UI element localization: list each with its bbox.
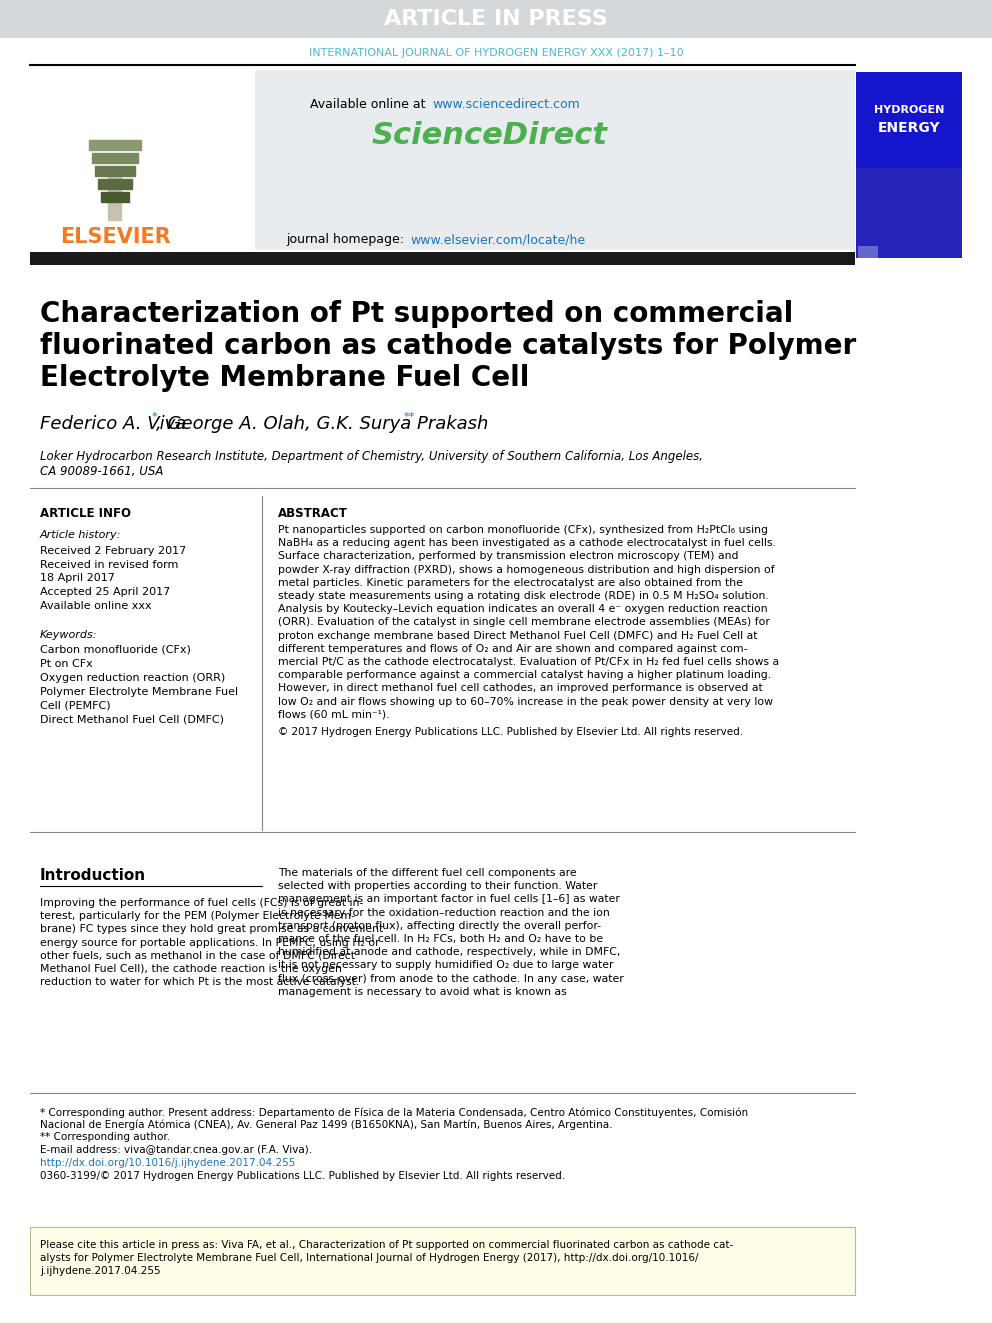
Text: flux (cross-over) from anode to the cathode. In any case, water: flux (cross-over) from anode to the cath… xyxy=(278,974,624,983)
Text: Direct Methanol Fuel Cell (DMFC): Direct Methanol Fuel Cell (DMFC) xyxy=(40,714,224,725)
Text: terest, particularly for the PEM (Polymer Electrolyte Mem-: terest, particularly for the PEM (Polyme… xyxy=(40,912,355,921)
Text: Article history:: Article history: xyxy=(40,531,121,540)
Bar xyxy=(89,140,141,149)
Text: selected with properties according to their function. Water: selected with properties according to th… xyxy=(278,881,597,892)
Text: 18 April 2017: 18 April 2017 xyxy=(40,573,115,583)
Bar xyxy=(95,165,135,176)
Text: Received 2 February 2017: Received 2 February 2017 xyxy=(40,546,186,556)
Text: However, in direct methanol fuel cell cathodes, an improved performance is obser: However, in direct methanol fuel cell ca… xyxy=(278,684,763,693)
Text: it is not necessary to supply humidified O₂ due to large water: it is not necessary to supply humidified… xyxy=(278,960,613,970)
Text: HYDROGEN: HYDROGEN xyxy=(874,105,944,115)
Text: Electrolyte Membrane Fuel Cell: Electrolyte Membrane Fuel Cell xyxy=(40,364,530,392)
Text: CA 90089-1661, USA: CA 90089-1661, USA xyxy=(40,464,164,478)
Text: other fuels, such as methanol in the case of DMFC (Direct: other fuels, such as methanol in the cas… xyxy=(40,951,355,960)
Text: ENERGY: ENERGY xyxy=(878,120,940,135)
FancyBboxPatch shape xyxy=(856,71,962,258)
Text: management is an important factor in fuel cells [1–6] as water: management is an important factor in fue… xyxy=(278,894,620,905)
Text: http://dx.doi.org/10.1016/j.ijhydene.2017.04.255: http://dx.doi.org/10.1016/j.ijhydene.201… xyxy=(40,1158,296,1168)
Text: metal particles. Kinetic parameters for the electrocatalyst are also obtained fr: metal particles. Kinetic parameters for … xyxy=(278,578,743,587)
Text: Characterization of Pt supported on commercial: Characterization of Pt supported on comm… xyxy=(40,300,794,328)
Text: Introduction: Introduction xyxy=(40,868,146,882)
Text: reduction to water for which Pt is the most active catalyst.: reduction to water for which Pt is the m… xyxy=(40,978,359,987)
Text: **: ** xyxy=(404,411,416,422)
Bar xyxy=(92,153,138,163)
Text: Received in revised form: Received in revised form xyxy=(40,560,179,570)
Text: NaBH₄ as a reducing agent has been investigated as a cathode electrocatalyst in : NaBH₄ as a reducing agent has been inves… xyxy=(278,538,776,548)
Text: *: * xyxy=(152,411,158,422)
Text: Surface characterization, performed by transmission electron microscopy (TEM) an: Surface characterization, performed by t… xyxy=(278,552,738,561)
Text: comparable performance against a commercial catalyst having a higher platinum lo: comparable performance against a commerc… xyxy=(278,671,771,680)
Text: 0360-3199/© 2017 Hydrogen Energy Publications LLC. Published by Elsevier Ltd. Al: 0360-3199/© 2017 Hydrogen Energy Publica… xyxy=(40,1171,565,1181)
Text: * Corresponding author. Present address: Departamento de Física de la Materia Co: * Corresponding author. Present address:… xyxy=(40,1107,748,1118)
Text: www.sciencedirect.com: www.sciencedirect.com xyxy=(432,98,579,111)
Bar xyxy=(101,192,129,202)
Text: low O₂ and air flows showing up to 60–70% increase in the peak power density at : low O₂ and air flows showing up to 60–70… xyxy=(278,697,773,706)
Text: Pt on CFx: Pt on CFx xyxy=(40,659,92,669)
Text: energy source for portable applications. In PEMFC, using H₂ or: energy source for portable applications.… xyxy=(40,938,380,947)
Text: different temperatures and flows of O₂ and Air are shown and compared against co: different temperatures and flows of O₂ a… xyxy=(278,644,748,654)
Text: Keywords:: Keywords: xyxy=(40,630,97,640)
Text: mance of the fuel cell. In H₂ FCs, both H₂ and O₂ have to be: mance of the fuel cell. In H₂ FCs, both … xyxy=(278,934,603,945)
Text: INTERNATIONAL JOURNAL OF HYDROGEN ENERGY XXX (2017) 1–10: INTERNATIONAL JOURNAL OF HYDROGEN ENERGY… xyxy=(309,48,683,58)
Text: © 2017 Hydrogen Energy Publications LLC. Published by Elsevier Ltd. All rights r: © 2017 Hydrogen Energy Publications LLC.… xyxy=(278,728,743,737)
Bar xyxy=(98,179,132,189)
FancyBboxPatch shape xyxy=(30,251,855,265)
FancyBboxPatch shape xyxy=(30,1226,855,1295)
Text: transport (proton flux), affecting directly the overall perfor-: transport (proton flux), affecting direc… xyxy=(278,921,601,931)
Text: ELSEVIER: ELSEVIER xyxy=(60,228,171,247)
Text: ARTICLE IN PRESS: ARTICLE IN PRESS xyxy=(384,9,608,29)
Text: proton exchange membrane based Direct Methanol Fuel Cell (DMFC) and H₂ Fuel Cell: proton exchange membrane based Direct Me… xyxy=(278,631,758,640)
FancyBboxPatch shape xyxy=(0,0,992,38)
Text: ** Corresponding author.: ** Corresponding author. xyxy=(40,1132,170,1142)
Text: Available online xxx: Available online xxx xyxy=(40,601,152,611)
Text: mercial Pt/C as the cathode electrocatalyst. Evaluation of Pt/CFx in H₂ fed fuel: mercial Pt/C as the cathode electrocatal… xyxy=(278,658,779,667)
Text: steady state measurements using a rotating disk electrode (RDE) in 0.5 M H₂SO₄ s: steady state measurements using a rotati… xyxy=(278,591,769,601)
Text: ARTICLE INFO: ARTICLE INFO xyxy=(40,507,131,520)
Text: Please cite this article in press as: Viva FA, et al., Characterization of Pt su: Please cite this article in press as: Vi… xyxy=(40,1240,733,1250)
FancyBboxPatch shape xyxy=(255,70,855,250)
Text: , George A. Olah, G.K. Surya Prakash: , George A. Olah, G.K. Surya Prakash xyxy=(156,415,488,433)
Text: www.elsevier.com/locate/he: www.elsevier.com/locate/he xyxy=(410,233,585,246)
Text: Analysis by Koutecky–Levich equation indicates an overall 4 e⁻ oxygen reduction : Analysis by Koutecky–Levich equation ind… xyxy=(278,605,768,614)
Text: The materials of the different fuel cell components are: The materials of the different fuel cell… xyxy=(278,868,576,878)
Text: Loker Hydrocarbon Research Institute, Department of Chemistry, University of Sou: Loker Hydrocarbon Research Institute, De… xyxy=(40,450,703,463)
Text: Improving the performance of fuel cells (FCs) is of great in-: Improving the performance of fuel cells … xyxy=(40,898,363,908)
Text: Oxygen reduction reaction (ORR): Oxygen reduction reaction (ORR) xyxy=(40,673,225,683)
Text: fluorinated carbon as cathode catalysts for Polymer: fluorinated carbon as cathode catalysts … xyxy=(40,332,856,360)
Text: j.ijhydene.2017.04.255: j.ijhydene.2017.04.255 xyxy=(40,1266,161,1275)
Bar xyxy=(108,175,121,220)
Text: E-mail address: viva@tandar.cnea.gov.ar (F.A. Viva).: E-mail address: viva@tandar.cnea.gov.ar … xyxy=(40,1144,312,1155)
Text: ScienceDirect: ScienceDirect xyxy=(372,120,608,149)
Text: Nacional de Energía Atómica (CNEA), Av. General Paz 1499 (B1650KNA), San Martín,: Nacional de Energía Atómica (CNEA), Av. … xyxy=(40,1119,612,1130)
Text: Methanol Fuel Cell), the cathode reaction is the oxygen: Methanol Fuel Cell), the cathode reactio… xyxy=(40,964,342,974)
Text: Polymer Electrolyte Membrane Fuel: Polymer Electrolyte Membrane Fuel xyxy=(40,687,238,697)
Text: alysts for Polymer Electrolyte Membrane Fuel Cell, International Journal of Hydr: alysts for Polymer Electrolyte Membrane … xyxy=(40,1253,698,1263)
Text: management is necessary to avoid what is known as: management is necessary to avoid what is… xyxy=(278,987,566,996)
Text: brane) FC types since they hold great promise as a convenient: brane) FC types since they hold great pr… xyxy=(40,925,383,934)
Text: Carbon monofluoride (CFx): Carbon monofluoride (CFx) xyxy=(40,646,190,655)
Text: is necessary for the oxidation–reduction reaction and the ion: is necessary for the oxidation–reduction… xyxy=(278,908,610,918)
Text: ABSTRACT: ABSTRACT xyxy=(278,507,348,520)
Text: Available online at: Available online at xyxy=(310,98,430,111)
FancyBboxPatch shape xyxy=(858,246,878,258)
Text: Accepted 25 April 2017: Accepted 25 April 2017 xyxy=(40,587,171,597)
Text: Pt nanoparticles supported on carbon monofluoride (CFx), synthesized from H₂PtCl: Pt nanoparticles supported on carbon mon… xyxy=(278,525,768,534)
FancyBboxPatch shape xyxy=(856,168,962,258)
Text: Cell (PEMFC): Cell (PEMFC) xyxy=(40,701,111,710)
Text: flows (60 mL min⁻¹).: flows (60 mL min⁻¹). xyxy=(278,710,390,720)
Text: Federico A. Viva: Federico A. Viva xyxy=(40,415,186,433)
Text: powder X-ray diffraction (PXRD), shows a homogeneous distribution and high dispe: powder X-ray diffraction (PXRD), shows a… xyxy=(278,565,775,574)
Text: (ORR). Evaluation of the catalyst in single cell membrane electrode assemblies (: (ORR). Evaluation of the catalyst in sin… xyxy=(278,618,770,627)
Text: journal homepage:: journal homepage: xyxy=(286,233,408,246)
Text: humidified at anode and cathode, respectively, while in DMFC,: humidified at anode and cathode, respect… xyxy=(278,947,620,958)
